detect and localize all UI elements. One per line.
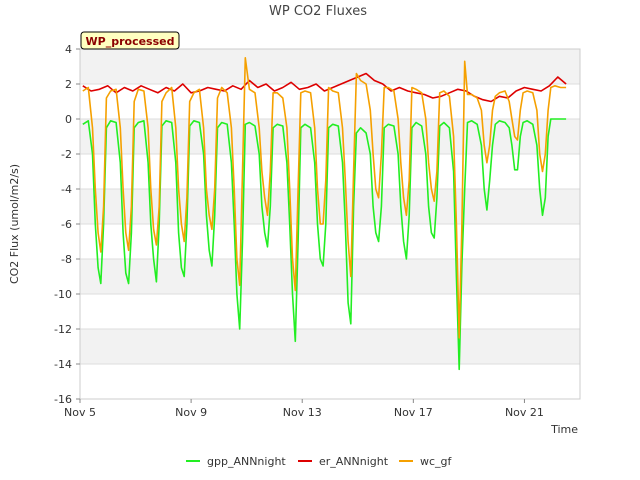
legend: gpp_ANNnight er_ANNnight wc_gf <box>186 455 453 468</box>
plot-band <box>80 259 580 294</box>
plot-band <box>80 49 580 84</box>
annotation-box: WP_processed <box>80 31 180 50</box>
plot-band <box>80 224 580 259</box>
y-tick-label: -16 <box>54 393 72 406</box>
legend-item: wc_gf <box>399 455 453 468</box>
y-tick-label: -12 <box>54 323 72 336</box>
plot-band <box>80 294 580 329</box>
series-line-er-annnight <box>82 72 567 103</box>
y-axis-label: CO2 Flux (umol/m2/s) <box>8 164 21 284</box>
plot-background <box>80 49 580 399</box>
y-tick-label: -6 <box>61 218 72 231</box>
legend-label: er_ANNnight <box>319 455 389 468</box>
x-tick-label: Nov 5 <box>64 406 96 419</box>
series-lines <box>82 56 567 371</box>
y-tick-label: 4 <box>65 43 72 56</box>
annotation-label: WP_processed <box>86 35 175 48</box>
legend-item: gpp_ANNnight <box>186 455 286 468</box>
x-tick-label: Nov 17 <box>394 406 433 419</box>
y-tick-label: 0 <box>65 113 72 126</box>
x-tick-label: Nov 9 <box>175 406 207 419</box>
y-axis-ticks: 4 2 0 -2 -4 -6 -8 -10 -12 -14 -16 <box>54 43 80 406</box>
y-tick-label: 2 <box>65 78 72 91</box>
legend-label: gpp_ANNnight <box>207 455 286 468</box>
y-tick-label: -4 <box>61 183 72 196</box>
plot-band <box>80 329 580 364</box>
x-axis-label: Time <box>550 423 578 436</box>
y-tick-label: -14 <box>54 358 72 371</box>
y-tick-label: -10 <box>54 288 72 301</box>
series-line-wc-gf <box>82 56 567 339</box>
plot-band <box>80 364 580 399</box>
plot-band <box>80 119 580 154</box>
x-tick-label: Nov 13 <box>283 406 322 419</box>
legend-label: wc_gf <box>420 455 453 468</box>
plot-band <box>80 154 580 189</box>
legend-item: er_ANNnight <box>298 455 389 468</box>
plot-band <box>80 189 580 224</box>
x-axis-ticks: Nov 5 Nov 9 Nov 13 Nov 17 Nov 21 <box>64 399 544 419</box>
y-tick-label: -8 <box>61 253 72 266</box>
x-tick-label: Nov 21 <box>505 406 544 419</box>
y-tick-label: -2 <box>61 148 72 161</box>
chart-title: WP CO2 Fluxes <box>269 4 367 19</box>
